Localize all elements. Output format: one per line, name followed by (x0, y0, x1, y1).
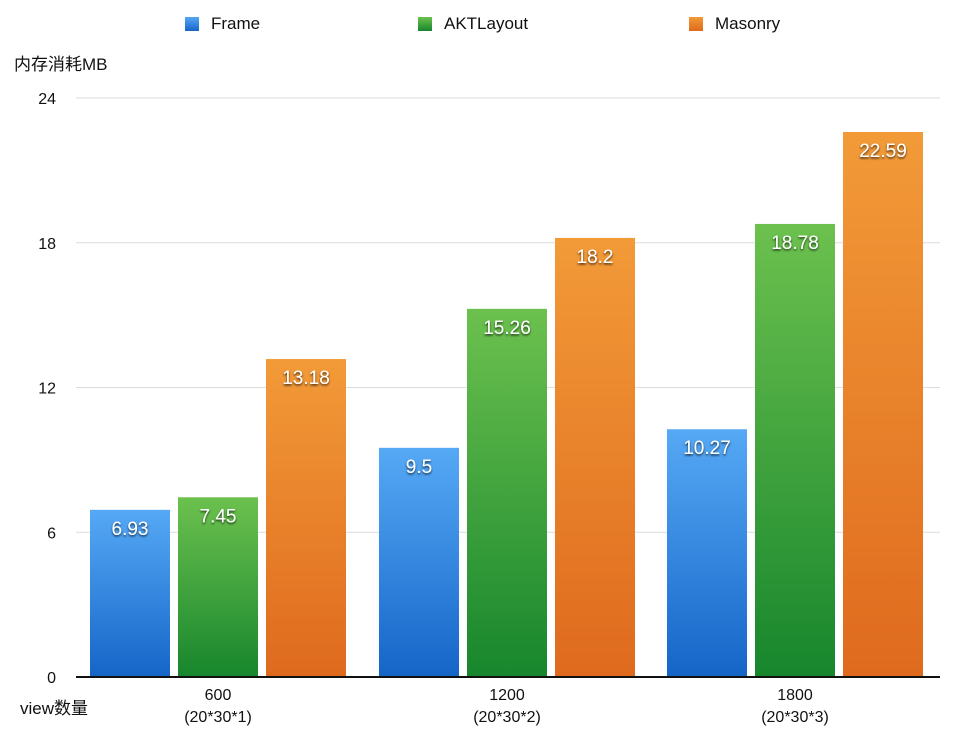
legend-swatch-aktlayout (418, 17, 432, 31)
data-label: 15.26 (483, 318, 531, 339)
bar (667, 429, 747, 677)
legend-label-masonry: Masonry (715, 14, 781, 33)
data-label: 6.93 (112, 519, 149, 540)
data-label: 7.45 (200, 506, 237, 527)
y-tick-label: 6 (47, 525, 56, 542)
legend-label-frame: Frame (211, 14, 261, 33)
bar (178, 497, 258, 677)
x-tick-label: 600 (205, 687, 232, 704)
data-label: 13.18 (282, 368, 330, 389)
data-label: 10.27 (683, 438, 731, 459)
y-tick-label: 24 (38, 91, 56, 108)
y-axis-label: 内存消耗MB (14, 55, 108, 74)
x-tick-label: (20*30*3) (761, 709, 829, 726)
bar (843, 132, 923, 678)
data-label: 9.5 (406, 457, 432, 478)
bar (467, 308, 547, 677)
legend-item-masonry: Masonry (689, 14, 780, 34)
y-tick-label: 18 (38, 236, 56, 253)
bar (90, 509, 170, 677)
bar (266, 359, 346, 677)
legend-label-aktlayout: AKTLayout (444, 14, 529, 33)
x-axis-label: view数量 (20, 699, 89, 718)
legend: Frame AKTLayout Masonry (0, 14, 960, 38)
x-tick-label: (20*30*2) (473, 709, 541, 726)
data-label: 22.59 (859, 141, 907, 162)
data-label: 18.78 (771, 233, 819, 254)
y-tick-label: 12 (38, 381, 56, 398)
x-tick-label: 1200 (489, 687, 525, 704)
x-tick-label: (20*30*1) (184, 709, 252, 726)
legend-swatch-frame (185, 17, 199, 31)
bar (379, 447, 459, 677)
y-tick-label: 0 (47, 670, 56, 687)
x-tick-label: 1800 (777, 687, 813, 704)
legend-item-frame: Frame (185, 14, 260, 34)
legend-swatch-masonry (689, 17, 703, 31)
legend-item-aktlayout: AKTLayout (418, 14, 528, 34)
bar (755, 223, 835, 677)
bar (555, 237, 635, 678)
data-label: 18.2 (577, 247, 614, 268)
